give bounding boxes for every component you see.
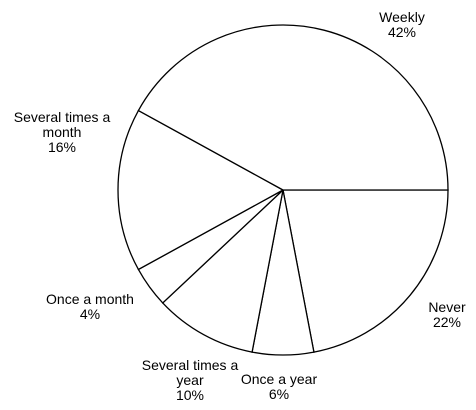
pie-slice [282, 189, 449, 353]
slice-value-label: 10% [175, 387, 205, 403]
slice-label: Several times a month [13, 109, 111, 140]
slice-value-label: 6% [268, 386, 290, 402]
slice-label: Once a year [240, 371, 318, 387]
slice-value-label: 42% [387, 24, 417, 40]
slice-value-label: 16% [47, 139, 77, 155]
slice-label: Weekly [379, 9, 425, 25]
pie-slice [117, 109, 285, 271]
slice-label: Never [428, 299, 466, 315]
slice-value-label: 22% [432, 314, 462, 330]
slice-label: Once a month [46, 291, 134, 307]
pie-slice [137, 24, 449, 191]
slice-label: Several times a year [141, 357, 239, 388]
pie-slice [161, 188, 285, 353]
slice-value-label: 4% [79, 306, 101, 322]
